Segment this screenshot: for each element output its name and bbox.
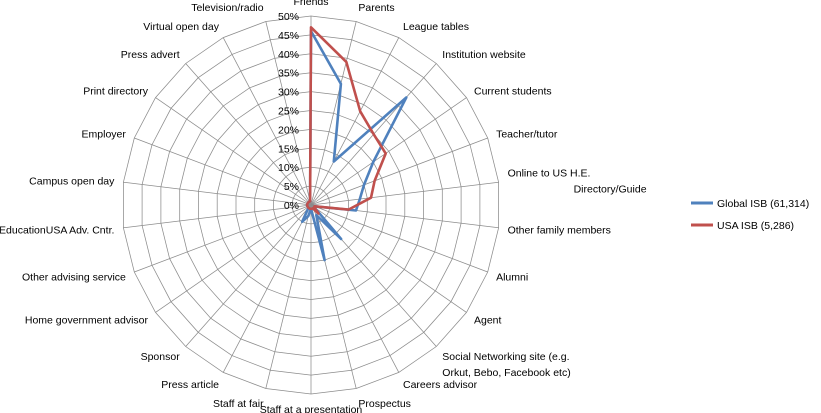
category-label-0: Friends <box>293 0 328 8</box>
radar-series <box>300 25 408 262</box>
spoke-8 <box>310 204 488 273</box>
category-label-12: Prospectus <box>358 398 411 410</box>
category-label-18: Other advising service <box>22 272 126 284</box>
category-label-3: Institution website <box>442 49 526 61</box>
spoke-2 <box>310 37 400 206</box>
category-label-21: Employer <box>82 128 127 140</box>
category-label-9: Agent <box>474 315 502 327</box>
tick-label: 0% <box>284 200 299 212</box>
spoke-25 <box>265 21 312 206</box>
spoke-23 <box>185 63 312 206</box>
spoke-9 <box>310 204 467 313</box>
category-label-16: Sponsor <box>141 351 181 363</box>
radial-tick-labels: 0% 5% 10% 15% 20% 25% 30% 35% 40% 45% 50% <box>278 11 299 212</box>
spoke-17 <box>155 204 312 313</box>
spoke-5 <box>310 137 488 206</box>
spoke-14 <box>265 204 312 389</box>
category-label-10: Social Networking site (e.g. Orkut, Bebo,… <box>442 351 570 379</box>
category-label-13: Staff at a presentation <box>260 404 363 413</box>
tick-label: 45% <box>278 30 299 42</box>
category-label-24: Virtual open day <box>143 21 219 33</box>
tick-label: 15% <box>278 143 299 155</box>
spoke-20 <box>123 181 312 206</box>
spoke-19 <box>123 204 312 229</box>
category-labels: Friends Parents League tables Institution w… <box>0 0 647 413</box>
tick-label: 30% <box>278 87 299 99</box>
category-label-20: Campus open day <box>29 176 115 188</box>
category-label-14: Staff at fair <box>213 398 264 410</box>
series-line-0 <box>300 29 408 262</box>
spoke-16 <box>185 204 312 347</box>
category-label-5: Teacher/tutor <box>496 128 558 140</box>
category-label-11: Careers advisor <box>403 379 478 391</box>
category-label-25: Television/radio <box>191 2 264 14</box>
spoke-18 <box>134 204 312 273</box>
spoke-24 <box>222 37 312 206</box>
spoke-6 <box>310 181 499 206</box>
spoke-21 <box>134 137 312 206</box>
spoke-15 <box>222 204 312 373</box>
legend: Global ISB (61,314) USA ISB (5,286) <box>691 198 809 232</box>
category-label-8: Alumni <box>496 272 528 284</box>
tick-label: 10% <box>278 162 299 174</box>
category-label-22: Print directory <box>83 85 149 97</box>
category-label-2: League tables <box>403 21 469 33</box>
legend-label-0: Global ISB (61,314) <box>717 198 809 210</box>
category-label-23: Press advert <box>121 49 180 61</box>
series-line-1 <box>305 25 388 215</box>
tick-label: 25% <box>278 106 299 118</box>
spoke-22 <box>155 97 312 206</box>
category-label-7: Other family members <box>508 224 611 236</box>
tick-label: 35% <box>278 68 299 80</box>
tick-label: 50% <box>278 11 299 23</box>
category-label-17: Home government advisor <box>25 315 149 327</box>
category-label-1: Parents <box>358 2 394 14</box>
tick-label: 20% <box>278 124 299 136</box>
spoke-11 <box>310 204 400 373</box>
tick-label: 5% <box>284 181 299 193</box>
tick-label: 40% <box>278 49 299 61</box>
category-label-4: Current students <box>474 85 552 97</box>
legend-label-1: USA ISB (5,286) <box>717 220 794 232</box>
category-label-19: EducationUSA Adv. Cntr. <box>0 224 114 236</box>
category-label-15: Press article <box>161 379 219 391</box>
category-label-6: Online to US H.E. Directory/Guide <box>508 168 647 196</box>
spoke-1 <box>310 21 357 206</box>
spoke-4 <box>310 97 467 206</box>
